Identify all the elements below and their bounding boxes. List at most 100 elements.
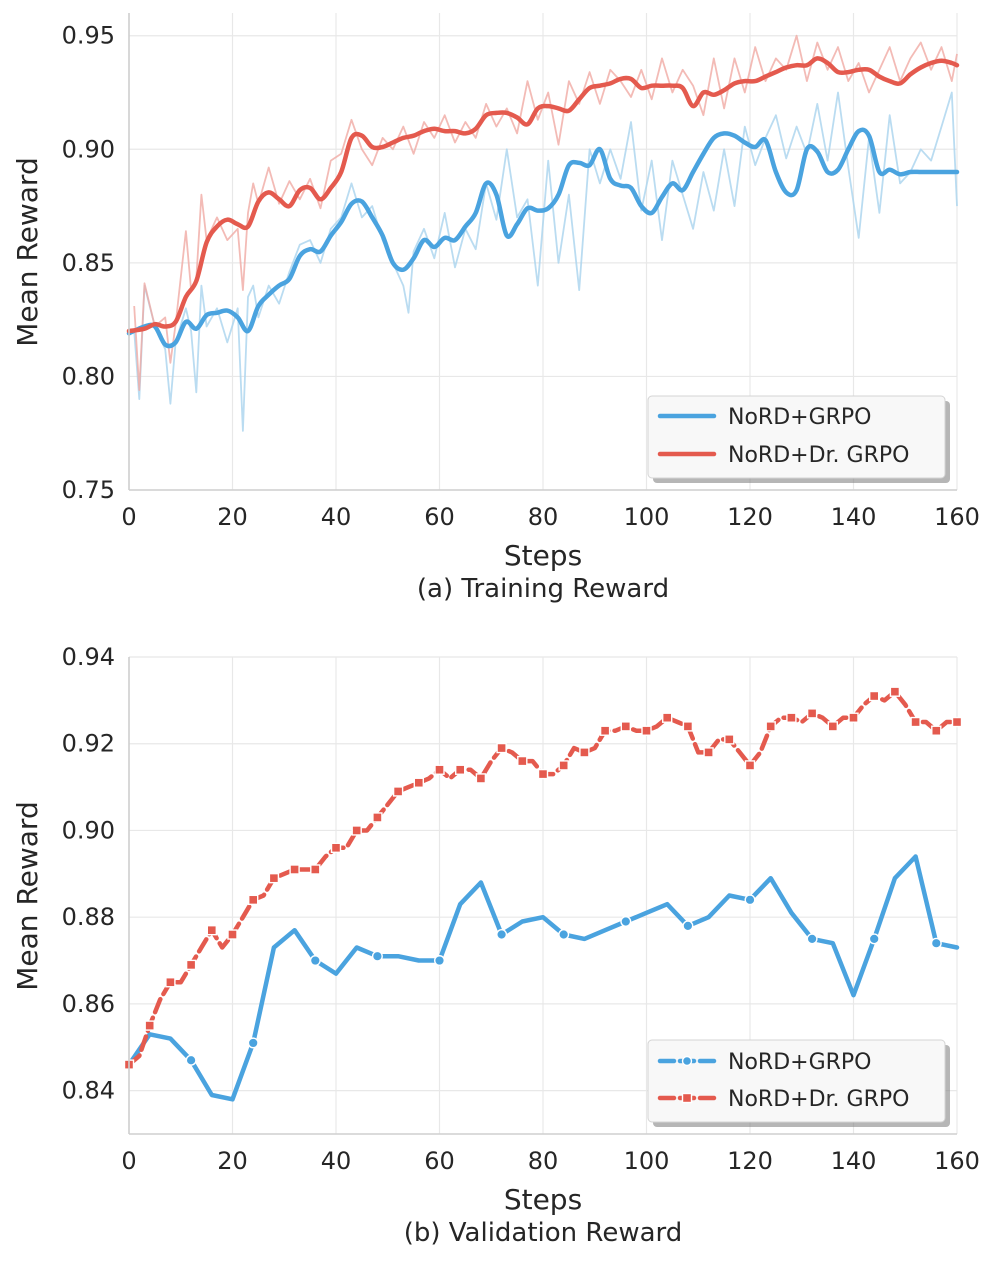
marker-grpo xyxy=(496,929,508,941)
marker-grpo xyxy=(185,1054,197,1066)
x-tick-label: 40 xyxy=(321,1147,352,1175)
marker-drgrpo xyxy=(910,716,921,728)
marker-drgrpo xyxy=(662,712,673,723)
marker-drgrpo xyxy=(392,786,404,797)
y-tick-label: 0.86 xyxy=(62,990,115,1018)
smoothed-line-grpo xyxy=(126,127,960,349)
marker-drgrpo xyxy=(413,777,424,788)
marker-drgrpo xyxy=(599,725,611,736)
smoothed-line-drgrpo xyxy=(126,56,960,334)
x-tick-label: 0 xyxy=(121,503,136,531)
marker-drgrpo xyxy=(682,721,694,732)
marker-drgrpo xyxy=(268,872,280,884)
marker-grpo xyxy=(371,950,383,962)
marker-drgrpo xyxy=(289,864,300,875)
legend-label-drgrpo: NoRD+Dr. GRPO xyxy=(728,443,909,468)
marker-drgrpo xyxy=(537,768,549,780)
marker-drgrpo xyxy=(724,734,735,745)
marker-drgrpo xyxy=(247,894,259,906)
x-tick-label: 0 xyxy=(121,1147,136,1175)
marker-drgrpo xyxy=(889,686,901,697)
x-tick-label: 140 xyxy=(831,1147,877,1175)
marker-drgrpo xyxy=(496,742,507,754)
x-tick-label: 160 xyxy=(934,503,980,531)
marker-drgrpo xyxy=(806,708,818,719)
marker-grpo xyxy=(247,1037,259,1049)
legend-marker-drgrpo xyxy=(681,1092,693,1104)
marker-drgrpo xyxy=(310,864,321,875)
marker-drgrpo xyxy=(558,760,569,771)
marker-grpo xyxy=(620,916,632,928)
marker-drgrpo xyxy=(372,812,383,823)
chart-caption: (a) Training Reward xyxy=(417,574,669,604)
marker-drgrpo xyxy=(330,842,342,853)
marker-drgrpo xyxy=(641,725,652,736)
x-tick-label: 60 xyxy=(424,1147,455,1175)
x-axis-label: Steps xyxy=(504,1183,582,1216)
marker-drgrpo xyxy=(869,690,880,702)
x-tick-label: 80 xyxy=(528,1147,559,1175)
x-tick-label: 120 xyxy=(727,503,773,531)
x-tick-label: 60 xyxy=(424,503,455,531)
marker-drgrpo xyxy=(703,747,714,758)
marker-drgrpo xyxy=(455,764,466,775)
raw-line-drgrpo xyxy=(133,34,958,391)
marker-grpo xyxy=(930,937,942,949)
marker-grpo xyxy=(744,894,756,906)
marker-grpo xyxy=(309,955,321,967)
y-tick-label: 0.84 xyxy=(62,1077,115,1105)
legend: NoRD+GRPO NoRD+Dr. GRPO xyxy=(647,1039,950,1127)
x-tick-label: 20 xyxy=(217,503,248,531)
marker-drgrpo xyxy=(434,764,445,775)
raw-line-grpo xyxy=(133,91,958,432)
x-tick-label: 140 xyxy=(831,503,877,531)
marker-drgrpo xyxy=(786,712,797,723)
marker-drgrpo xyxy=(765,721,776,732)
marker-grpo xyxy=(806,933,818,945)
y-axis-label: Mean Reward xyxy=(11,801,44,990)
x-tick-label: 160 xyxy=(934,1147,980,1175)
x-tick-label: 100 xyxy=(624,503,670,531)
y-tick-label: 0.92 xyxy=(62,730,115,758)
y-tick-label: 0.94 xyxy=(62,643,115,671)
marker-grpo xyxy=(434,955,446,967)
marker-grpo xyxy=(868,933,880,945)
y-tick-label: 0.90 xyxy=(62,816,115,844)
x-tick-label: 20 xyxy=(217,1147,248,1175)
marker-drgrpo xyxy=(744,760,756,771)
marker-drgrpo xyxy=(579,747,590,758)
marker-drgrpo xyxy=(827,721,838,732)
x-tick-label: 120 xyxy=(727,1147,773,1175)
legend-marker-grpo xyxy=(681,1055,693,1067)
y-tick-label: 0.95 xyxy=(62,22,115,50)
validation-reward-chart: 0 20 40 60 80 100 120 140 160 0.84 0.86 0.88 0.90 0.9… xyxy=(11,643,980,1248)
x-tick-label: 80 xyxy=(528,503,559,531)
y-tick-label: 0.90 xyxy=(62,135,115,163)
marker-drgrpo xyxy=(144,1020,155,1031)
x-tick-label: 40 xyxy=(321,503,352,531)
legend: NoRD+GRPO NoRD+Dr. GRPO xyxy=(647,395,950,483)
legend-label-grpo: NoRD+GRPO xyxy=(728,1050,872,1075)
marker-drgrpo xyxy=(931,725,942,736)
marker-drgrpo xyxy=(185,959,197,971)
marker-drgrpo xyxy=(227,929,238,940)
y-tick-label: 0.85 xyxy=(62,249,115,277)
y-tick-label: 0.88 xyxy=(62,903,115,931)
marker-drgrpo xyxy=(475,773,487,784)
marker-drgrpo xyxy=(951,716,963,728)
y-tick-label: 0.80 xyxy=(62,362,115,390)
training-reward-chart: 0 20 40 60 80 100 120 140 160 0.75 0.80 0.85 0.90 0.9… xyxy=(11,13,980,604)
marker-drgrpo xyxy=(848,712,859,723)
chart-caption: (b) Validation Reward xyxy=(404,1218,683,1248)
legend-label-drgrpo: NoRD+Dr. GRPO xyxy=(728,1087,909,1112)
y-tick-label: 0.75 xyxy=(62,476,115,504)
marker-drgrpo xyxy=(206,924,218,936)
x-tick-label: 100 xyxy=(624,1147,670,1175)
marker-drgrpo xyxy=(351,825,362,836)
marker-grpo xyxy=(558,929,570,941)
legend-label-grpo: NoRD+GRPO xyxy=(728,405,872,430)
line-grpo xyxy=(126,854,960,1102)
marker-grpo xyxy=(682,920,694,932)
marker-drgrpo xyxy=(620,721,631,732)
